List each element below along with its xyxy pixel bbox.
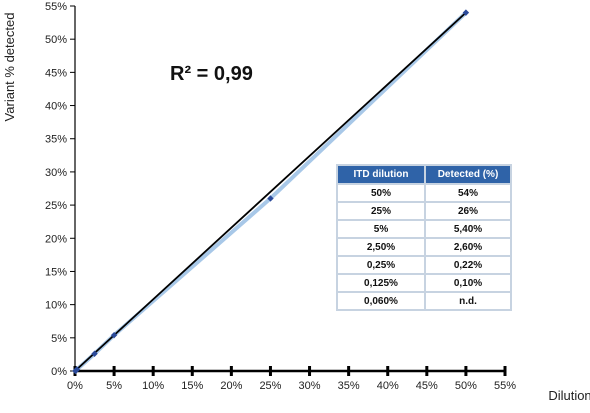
tick-labels: 0% 5% 10% 15% 20% 25% 30% 35% 40% 45% 50% 55% 0% 5% 10… xyxy=(45,1,516,392)
table-row: 0,25% 0,22% xyxy=(338,255,510,273)
table-cell: 2,50% xyxy=(338,237,426,255)
table-cell: 25% xyxy=(338,201,426,219)
x-tick-mark xyxy=(190,366,194,376)
table-cell: 0,22% xyxy=(426,255,510,273)
x-tick-label: 55% xyxy=(494,380,516,392)
table-cell: 50% xyxy=(338,183,426,201)
y-tick-label: 30% xyxy=(45,167,67,179)
x-tick-mark xyxy=(229,366,233,376)
x-tick-mark xyxy=(112,366,116,376)
x-tick-mark xyxy=(308,366,312,376)
x-tick-label: 50% xyxy=(455,380,477,392)
x-tick-label: 5% xyxy=(106,380,122,392)
data-point xyxy=(462,9,470,16)
table-row: 25% 26% xyxy=(338,201,510,219)
data-point xyxy=(73,366,81,373)
x-tick-mark xyxy=(151,366,155,376)
y-tick-label: 50% xyxy=(45,34,67,46)
table-cell: 5,40% xyxy=(426,219,510,237)
x-tick-label: 30% xyxy=(299,380,321,392)
x-tick-mark xyxy=(425,366,429,376)
dilution-table: ITD dilution Detected (%) 50% 54% 25% 26… xyxy=(336,164,512,311)
y-tick-label: 5% xyxy=(51,333,67,345)
y-tick-label: 15% xyxy=(45,266,67,278)
x-axis-title: Dilution xyxy=(548,388,590,403)
table-row: 5% 5,40% xyxy=(338,219,510,237)
trendline xyxy=(74,11,467,372)
x-tick-label: 35% xyxy=(338,380,360,392)
table-cell: 54% xyxy=(426,183,510,201)
data-point xyxy=(91,350,98,357)
x-tick-label: 40% xyxy=(377,380,399,392)
x-tick-mark xyxy=(268,366,272,376)
table-header-detected: Detected (%) xyxy=(426,166,510,183)
x-tick-label: 45% xyxy=(416,380,438,392)
table-row: 50% 54% xyxy=(338,183,510,201)
table-row: 0,060% n.d. xyxy=(338,291,510,309)
y-axis-title: Variant % detected xyxy=(2,13,17,122)
y-tick-label: 35% xyxy=(45,134,67,146)
x-tick-mark xyxy=(503,366,507,376)
y-tick-label: 0% xyxy=(51,366,67,378)
x-tick-label: 10% xyxy=(142,380,164,392)
x-tick-mark xyxy=(347,366,351,376)
x-tick-label: 20% xyxy=(220,380,242,392)
data-point xyxy=(110,331,118,339)
x-tick-label: 0% xyxy=(67,380,83,392)
table-cell: 2,60% xyxy=(426,237,510,255)
table-cell: n.d. xyxy=(426,291,510,309)
x-tick-mark xyxy=(464,366,468,376)
table-cell: 0,060% xyxy=(338,291,426,309)
table-header-row: ITD dilution Detected (%) xyxy=(338,166,510,183)
table-cell: 0,125% xyxy=(338,273,426,291)
table-cell: 26% xyxy=(426,201,510,219)
table-cell: 5% xyxy=(338,219,426,237)
axes xyxy=(70,5,507,376)
table-row: 2,50% 2,60% xyxy=(338,237,510,255)
table-cell: 0,10% xyxy=(426,273,510,291)
table-row: 0,125% 0,10% xyxy=(338,273,510,291)
table-cell: 0,25% xyxy=(338,255,426,273)
series xyxy=(72,9,470,375)
y-tick-label: 20% xyxy=(45,233,67,245)
x-tick-label: 15% xyxy=(181,380,203,392)
x-tick-label: 25% xyxy=(259,380,281,392)
r-squared-annotation: R² = 0,99 xyxy=(170,63,253,85)
x-tick-mark xyxy=(386,366,390,376)
y-tick-label: 25% xyxy=(45,200,67,212)
table-header-itd-dilution: ITD dilution xyxy=(338,166,426,183)
y-tick-label: 55% xyxy=(45,1,67,13)
y-tick-label: 45% xyxy=(45,67,67,79)
y-tick-label: 10% xyxy=(45,300,67,312)
data-point xyxy=(267,195,274,202)
y-tick-label: 40% xyxy=(45,101,67,113)
